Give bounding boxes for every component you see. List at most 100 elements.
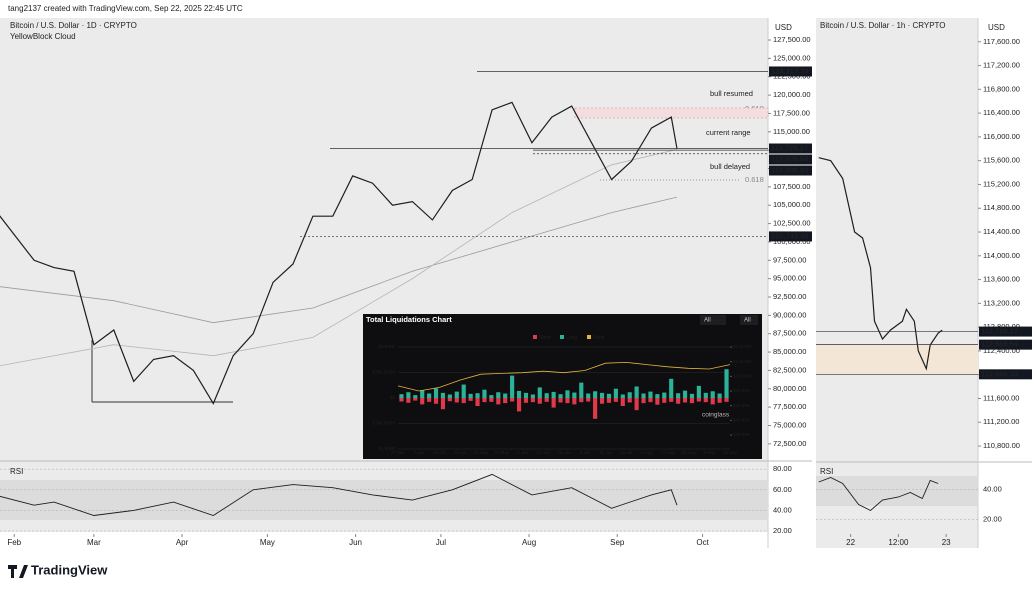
long-bar	[461, 384, 466, 398]
price-line	[818, 157, 943, 371]
short-bar	[634, 398, 639, 411]
long-bar	[606, 393, 612, 398]
footer-logo: TradingView	[8, 562, 108, 578]
short-bar	[475, 398, 480, 406]
long-bar	[482, 389, 487, 398]
short-bar	[641, 398, 646, 404]
short-bar	[433, 398, 439, 404]
short-bar	[537, 398, 542, 404]
short-bar	[586, 398, 591, 402]
long-bar	[551, 391, 556, 398]
long-bar	[724, 369, 729, 398]
inset-y2-label: $80.00K	[733, 388, 750, 393]
long-bar	[676, 393, 681, 398]
y-tick-label: 111,600.00	[983, 393, 1019, 402]
short-bar	[454, 398, 459, 403]
y-tick-label: 115,600.00	[983, 156, 1020, 165]
legend-swatch	[560, 335, 564, 339]
long-bar	[641, 393, 646, 398]
short-bar	[399, 398, 404, 402]
long-bar	[558, 394, 563, 398]
long-bar	[572, 392, 577, 398]
inset-y2-label: $120.00K	[733, 359, 752, 364]
inset-y2-label: $40.00K	[733, 418, 750, 423]
long-bar	[689, 393, 695, 398]
inset-y-label: $0	[390, 395, 396, 400]
long-bar	[454, 391, 459, 398]
hourly-pane	[816, 18, 978, 548]
long-bar	[717, 393, 722, 398]
price-label: 112,505.54	[771, 154, 809, 163]
filter-label[interactable]: All	[704, 318, 711, 324]
inset-x-label: 23 Jun	[557, 450, 571, 455]
filter[interactable]	[740, 315, 758, 325]
long-bar	[406, 392, 411, 398]
annotation: bull resumed	[710, 89, 753, 98]
x-tick-label: 23	[942, 538, 951, 547]
long-bar	[399, 394, 404, 398]
price-label-box	[769, 154, 812, 165]
long-bar	[634, 386, 639, 398]
long-bar	[413, 395, 418, 398]
x-tick-label: Oct	[696, 538, 709, 547]
long-bar	[420, 390, 425, 398]
inset-x-label: 26 Jul	[620, 450, 632, 455]
short-bar	[406, 398, 411, 403]
y-tick-label: 117,600.00	[983, 37, 1020, 46]
short-bar	[489, 398, 494, 402]
y-tick-label: 92,500.00	[773, 292, 806, 301]
price-label: 112,725.27	[771, 143, 808, 152]
chart-title: Bitcoin / U.S. Dollar · 1h · CRYPTO	[820, 21, 946, 30]
inset-x-label: 15 Jul	[599, 450, 611, 455]
long-bar	[468, 393, 473, 398]
rsi-label: RSI	[10, 467, 23, 476]
short-bar	[516, 398, 522, 412]
short-bar	[503, 398, 508, 404]
short-bar	[696, 398, 701, 402]
short-bar	[613, 398, 618, 402]
rsi-tick-label: 20.00	[773, 526, 792, 535]
long-bar	[516, 390, 522, 398]
long-bar	[682, 390, 688, 398]
inset-y2-label: $100.00K	[733, 374, 752, 379]
price-label-box	[979, 369, 1032, 380]
y-tick-label: 102,500.00	[773, 219, 811, 228]
long-bar	[489, 395, 494, 398]
axis-unit: USD	[988, 23, 1005, 32]
inset-y-label: $796.987M	[372, 370, 395, 375]
short-bar	[496, 398, 501, 405]
x-tick-label: Apr	[176, 538, 189, 547]
filter[interactable]	[700, 315, 726, 325]
long-bar	[599, 392, 605, 398]
short-bar	[593, 398, 598, 419]
short-bar	[523, 398, 529, 403]
short-bar	[579, 398, 584, 403]
inset-x-label: 10 May	[474, 450, 490, 455]
short-bar	[510, 398, 515, 402]
inset-x-label: 4 Jul	[580, 450, 590, 455]
y-tick-label: 116,800.00	[983, 84, 1020, 93]
legend-label: Long	[566, 335, 577, 341]
inset-x-label: 28 Aug	[681, 450, 696, 455]
logo-mark	[8, 565, 28, 578]
short-bar	[620, 398, 625, 406]
inset-y-label: $1.59kB	[378, 344, 395, 349]
short-bar	[558, 398, 563, 403]
y-tick-label: 115,000.00	[773, 127, 810, 136]
rsi-label: RSI	[820, 467, 833, 476]
fib-label: 0.618	[745, 175, 764, 184]
y-tick-label: 97,500.00	[773, 255, 806, 264]
x-tick-label: Aug	[522, 538, 536, 547]
price-label-box	[769, 143, 812, 154]
short-bar	[655, 398, 660, 405]
y-tick-label: 72,500.00	[773, 439, 806, 448]
filter-label[interactable]: All	[744, 318, 751, 324]
short-bar	[724, 398, 729, 402]
long-bar	[710, 391, 715, 398]
y-tick-label: 90,000.00	[773, 310, 806, 319]
legend-label: Price	[593, 335, 605, 341]
credit: tang2137 created with TradingView.com, S…	[8, 4, 243, 13]
y-tick-label: 77,500.00	[773, 402, 806, 411]
chart-title: Bitcoin / U.S. Dollar · 1D · CRYPTO	[10, 21, 137, 30]
price-label: 112,725.27	[981, 327, 1018, 336]
